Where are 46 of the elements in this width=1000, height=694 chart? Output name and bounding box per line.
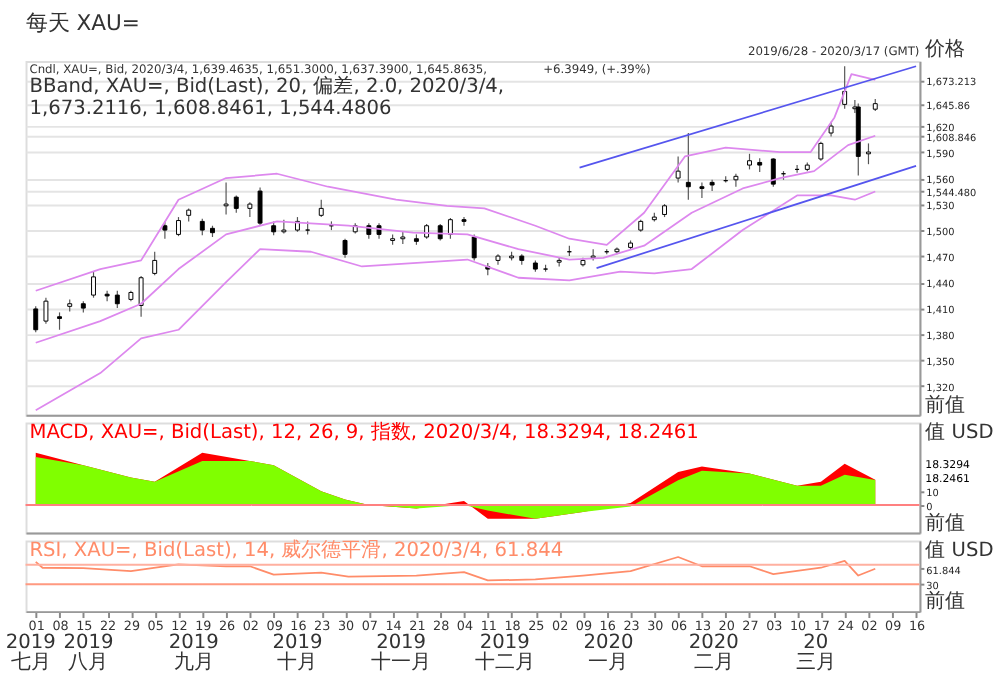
- candlestick: [699, 181, 705, 199]
- chart-title: 每天 XAU=: [25, 9, 140, 36]
- candlestick: [257, 187, 263, 227]
- y-axis-title: 值 USD: [925, 540, 994, 563]
- chart-title: RSI, XAU=, Bid(Last), 14, 威尔德平滑, 2020/3/4, 61.844: [29, 538, 564, 563]
- line-series: [34, 190, 877, 412]
- annotation: BBand, XAU=, Bid(Last), 20, 偏差, 2.0, 2020/3/4, 1,673.2116, 1,608.8461, 1,544.4806: [29, 74, 504, 121]
- candlestick: [223, 181, 229, 216]
- candlestick: [733, 173, 739, 188]
- candlestick: [33, 305, 39, 333]
- candlestick: [247, 201, 253, 218]
- candlestick: [281, 219, 287, 235]
- candlestick: [104, 290, 110, 302]
- candlestick: [709, 179, 715, 192]
- text: 2019 九月: [168, 632, 219, 675]
- text: 2020 二月: [688, 632, 739, 675]
- chart-title: MACD, XAU=, Bid(Last), 12, 26, 9, 指数, 2020/3/4, 18.3294, 18.2461: [29, 420, 699, 445]
- text: 2020 一月: [583, 632, 634, 675]
- candlestick: [162, 220, 168, 240]
- line-series: [34, 73, 877, 292]
- candlestick: [342, 238, 348, 259]
- candlestick: [471, 233, 477, 261]
- line-series: [34, 134, 877, 344]
- text: 前值: [925, 589, 966, 614]
- y-axis-title: 值 USD: [925, 422, 994, 445]
- candlestick: [818, 141, 824, 162]
- text: 2019 十月: [272, 632, 323, 675]
- candlestick: [675, 155, 681, 183]
- text: 2019 八月: [63, 632, 114, 675]
- line-series: [34, 556, 877, 582]
- candlestick: [91, 271, 96, 299]
- text: 2019 十一月: [371, 632, 432, 675]
- text: 2019 十二月: [474, 632, 535, 675]
- candlestick: [770, 157, 776, 188]
- candlestick: [138, 275, 144, 318]
- candlestick: [176, 216, 181, 237]
- text: 20 三月: [795, 632, 836, 675]
- text: 2019 七月: [5, 632, 56, 675]
- candlestick: [152, 251, 158, 276]
- text: 前值: [925, 510, 966, 535]
- candlestick: [685, 132, 691, 201]
- candlestick: [447, 217, 453, 240]
- y-axis-title: 价格: [923, 37, 966, 62]
- text: 前值: [925, 392, 966, 417]
- candlestick: [43, 297, 49, 325]
- candlestick: [866, 142, 871, 165]
